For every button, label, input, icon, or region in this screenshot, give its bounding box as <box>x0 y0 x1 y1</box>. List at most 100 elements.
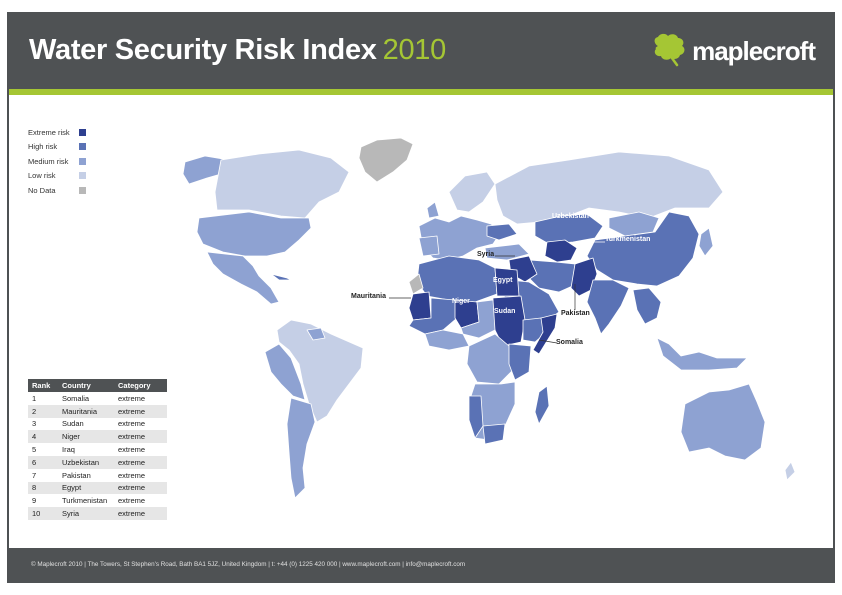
region-congo <box>466 333 514 385</box>
cell-country: Uzbekistan <box>58 455 114 469</box>
cell-rank: 3 <box>28 417 58 431</box>
region-ukraine <box>486 223 518 241</box>
legend-label: High risk <box>28 142 58 152</box>
region-guianas <box>306 327 326 341</box>
cell-rank: 6 <box>28 455 58 469</box>
cell-category: extreme <box>114 417 167 431</box>
footer-contact-text: © Maplecroft 2010 | The Towers, St Steph… <box>31 561 466 568</box>
table-row: 9 Turkmenistan extreme <box>28 494 167 508</box>
region-australia <box>680 383 766 461</box>
region-caribbean <box>270 273 292 281</box>
leader-line-mauritania <box>389 297 411 299</box>
column-header-category: Category <box>114 379 167 392</box>
region-southern-cone <box>286 397 316 499</box>
region-india <box>586 279 630 335</box>
table-header-row: Rank Country Category <box>28 379 167 392</box>
region-scandinavia <box>448 171 496 213</box>
cell-category: extreme <box>114 392 167 405</box>
maple-leaf-icon <box>654 33 685 67</box>
cell-rank: 1 <box>28 392 58 405</box>
title-text: Water Security Risk Index <box>29 34 377 66</box>
cell-category: extreme <box>114 507 167 520</box>
map-label-mauritania: Mauritania <box>351 293 387 300</box>
footer-bar: © Maplecroft 2010 | The Towers, St Steph… <box>9 548 833 583</box>
cell-country: Egypt <box>58 481 114 495</box>
region-central-africa <box>460 299 496 339</box>
table-row: 6 Uzbekistan extreme <box>28 455 167 469</box>
legend-swatch <box>79 128 86 136</box>
cell-country: Mauritania <box>58 404 114 418</box>
cell-country: Syria <box>58 507 114 520</box>
world-map <box>182 137 796 499</box>
region-iberia <box>418 235 440 257</box>
region-kazakhstan <box>534 213 604 245</box>
map-label-turkmenistan: Turkmenistan <box>605 236 651 243</box>
cell-country: Turkmenistan <box>58 494 114 508</box>
map-label-uzbekistan: Uzbekistan <box>552 213 589 220</box>
table-row: 1 Somalia extreme <box>28 392 167 405</box>
cell-category: extreme <box>114 404 167 418</box>
header-accent-line <box>9 89 833 95</box>
legend-label: Extreme risk <box>28 127 70 137</box>
logo-text: maplecroft <box>692 35 816 66</box>
cell-rank: 7 <box>28 468 58 482</box>
poster: Water Security Risk Index 2010 maplecroft <box>7 12 835 583</box>
cell-country: Sudan <box>58 417 114 431</box>
region-mexico <box>206 251 280 305</box>
map-label-syria: Syria <box>477 251 495 258</box>
cell-category: extreme <box>114 443 167 456</box>
region-usa <box>196 211 312 257</box>
cell-category: extreme <box>114 430 167 444</box>
region-new-zealand <box>784 461 796 481</box>
cell-rank: 4 <box>28 430 58 444</box>
column-header-rank: Rank <box>28 379 58 392</box>
cell-rank: 10 <box>28 507 58 520</box>
cell-country: Niger <box>58 430 114 444</box>
table-row: 5 Iraq extreme <box>28 443 167 456</box>
cell-country: Somalia <box>58 392 114 405</box>
region-uk <box>426 201 440 219</box>
region-uzbekistan-turkmenistan <box>544 239 578 263</box>
region-madagascar <box>534 385 550 425</box>
legend-item-no-data: No Data <box>28 183 86 198</box>
region-se-asia <box>632 287 662 325</box>
region-east-africa <box>508 343 532 381</box>
region-mauritania <box>408 291 432 321</box>
table-row: 2 Mauritania extreme <box>28 404 167 418</box>
region-alaska <box>182 155 224 185</box>
legend-label: Low risk <box>28 171 56 181</box>
region-indonesia <box>656 337 748 371</box>
map-label-somalia: Somalia <box>556 339 583 346</box>
table-row: 7 Pakistan extreme <box>28 468 167 482</box>
leader-line-turkmenistan <box>581 241 605 243</box>
legend-swatch <box>79 143 86 151</box>
column-header-country: Country <box>58 379 114 392</box>
region-western-sahara <box>408 273 424 295</box>
cell-category: extreme <box>114 455 167 469</box>
region-canada <box>214 149 350 219</box>
table-row: 4 Niger extreme <box>28 430 167 444</box>
region-south-africa <box>482 423 506 445</box>
region-namibia <box>468 395 484 439</box>
map-label-sudan: Sudan <box>494 308 516 315</box>
region-andes-north <box>264 343 306 401</box>
legend-label: No Data <box>28 185 56 195</box>
legend-swatch <box>79 157 86 165</box>
leader-line-somalia <box>539 339 557 344</box>
header-bar: Water Security Risk Index 2010 maplecroft <box>9 12 833 89</box>
page-title: Water Security Risk Index 2010 <box>29 34 446 67</box>
region-japan <box>698 227 714 257</box>
map-label-pakistan: Pakistan <box>561 310 590 317</box>
cell-country: Pakistan <box>58 468 114 482</box>
cell-category: extreme <box>114 481 167 495</box>
legend-item-extreme: Extreme risk <box>28 125 86 140</box>
cell-rank: 9 <box>28 494 58 508</box>
table-row: 10 Syria extreme <box>28 507 167 520</box>
leader-line-syria <box>495 255 515 257</box>
legend-item-high: High risk <box>28 140 86 155</box>
maplecroft-logo: maplecroft <box>650 32 816 70</box>
legend-item-medium: Medium risk <box>28 154 86 169</box>
table-row: 3 Sudan extreme <box>28 417 167 431</box>
cell-country: Iraq <box>58 443 114 456</box>
